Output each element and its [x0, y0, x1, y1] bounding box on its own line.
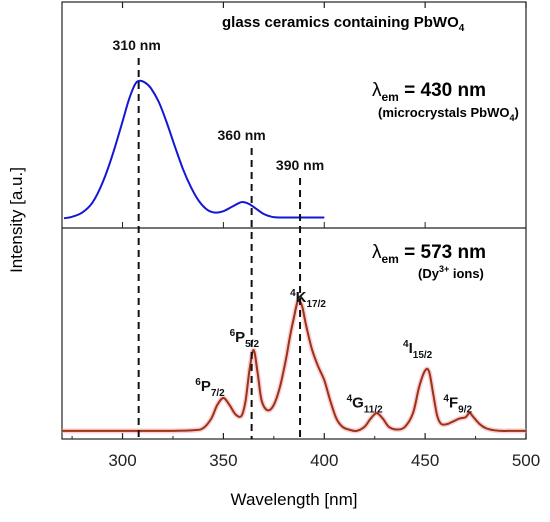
chart-title: glass ceramics containing PbWO4	[222, 14, 465, 34]
x-tick-label-500: 500	[512, 451, 540, 470]
x-tick-label-300: 300	[108, 451, 136, 470]
x-tick-label-450: 450	[411, 451, 439, 470]
x-axis-label: Wavelength [nm]	[231, 490, 358, 509]
bottom-note: (Dy3+ ions)	[418, 264, 484, 281]
vline-label-1: 360 nm	[218, 127, 266, 143]
peak-label-2: 4K17/2	[290, 288, 326, 310]
y-axis-label: Intensity [a.u.]	[7, 167, 26, 273]
peak-label-4: 4I15/2	[403, 339, 433, 361]
vline-label-2: 390 nm	[276, 157, 324, 173]
top-note-main: (microcrystals PbWO	[378, 105, 510, 120]
peak-label-3: 4G11/2	[347, 394, 384, 416]
top-note: (microcrystals PbWO4)	[378, 105, 519, 123]
bottom-lambda-value: = 573 nm	[399, 242, 486, 263]
top-lambda-value: = 430 nm	[399, 80, 486, 101]
series-line-top	[63, 79, 325, 220]
bottom-note-main: (Dy	[418, 266, 440, 281]
chart-title-sub: 4	[459, 23, 465, 34]
top-lambda-symbol: λ	[372, 80, 382, 101]
top-lambda-label: λem = 430 nm	[372, 80, 486, 104]
bottom-note-sup: 3+	[439, 264, 449, 274]
x-tick-label-400: 400	[310, 451, 338, 470]
vline-label-0: 310 nm	[113, 37, 161, 53]
top-lambda-sub: em	[382, 90, 399, 104]
chart-title-main: glass ceramics containing PbWO	[222, 14, 459, 31]
bottom-lambda-label: λem = 573 nm	[372, 242, 486, 266]
peak-label-1: 6P5/2	[230, 328, 260, 350]
peak-label-5: 4F9/2	[443, 394, 472, 416]
peak-label-0: 6P7/2	[195, 377, 225, 399]
top-note-tail: )	[515, 105, 519, 120]
x-tick-label-350: 350	[209, 451, 237, 470]
top-note-sub: 4	[510, 113, 515, 123]
plot-frame	[61, 1, 527, 440]
chart-marks: 300 350 400 450 500 310 nm 360 nm 390 nm 6P7/2 6P…	[62, 2, 540, 470]
bottom-note-tail: ions)	[449, 266, 484, 281]
series-line-bottom	[62, 299, 526, 432]
bottom-lambda-symbol: λ	[372, 242, 382, 263]
bottom-lambda-sub: em	[382, 252, 399, 266]
